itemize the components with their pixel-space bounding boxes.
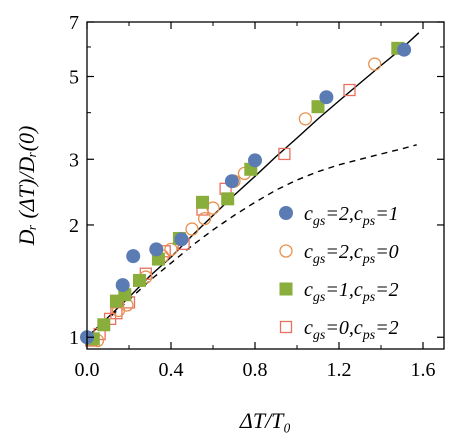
y-tick-label: 3 xyxy=(69,149,79,171)
data-point xyxy=(185,222,199,236)
plot-markers xyxy=(80,41,412,348)
y-tick-label: 1 xyxy=(69,327,79,349)
x-tick-label: 1.2 xyxy=(327,359,352,381)
x-tick-label: 0.4 xyxy=(159,359,184,381)
data-point xyxy=(196,195,209,209)
legend-marker xyxy=(279,320,293,334)
data-point xyxy=(133,273,146,287)
data-point xyxy=(248,153,262,168)
legend-marker xyxy=(279,244,293,258)
data-point xyxy=(298,112,313,126)
data-point xyxy=(149,242,164,257)
x-tick-label: 0.8 xyxy=(243,359,268,381)
legend-marker xyxy=(279,206,293,220)
y-tick-label: 7 xyxy=(69,12,79,34)
data-point xyxy=(311,100,325,114)
x-tick-label: 1.6 xyxy=(411,359,436,381)
data-point xyxy=(110,307,123,320)
data-point xyxy=(368,57,382,71)
data-point xyxy=(97,318,111,332)
y-tick-label: 5 xyxy=(69,67,79,89)
data-point xyxy=(174,232,189,247)
y-axis-title: Dᵣ (ΔT)/Dᵣ(0) xyxy=(14,126,39,247)
legend-marker xyxy=(279,282,293,296)
data-point xyxy=(343,83,356,97)
legend-label: cgs=2,cps=1 xyxy=(304,203,399,229)
legend-label: cgs=2,cps=0 xyxy=(304,241,399,267)
data-point xyxy=(397,42,412,57)
data-point xyxy=(164,242,178,257)
x-tick-label: 0.0 xyxy=(75,359,100,381)
data-point xyxy=(221,192,235,206)
x-axis-title: ΔT/T₀ xyxy=(239,408,291,433)
legend-label: cgs=1,cps=2 xyxy=(304,279,399,305)
axis-ticks: 0.0 0.4 0.8 1.2 1.6 1 2 3 5 7 xyxy=(69,12,444,381)
data-point xyxy=(319,90,334,105)
legend-label: cgs=0,cps=2 xyxy=(304,317,399,343)
data-point xyxy=(126,249,141,264)
data-point xyxy=(115,278,130,293)
data-point xyxy=(224,174,239,189)
legend: cgs=2,cps=1 cgs=2,cps=0 cgs=1,cps=2 cgs=0,c… xyxy=(279,203,399,343)
plot-frame xyxy=(86,21,445,350)
data-point xyxy=(278,147,291,161)
data-point xyxy=(197,211,212,226)
y-tick-label: 2 xyxy=(69,215,79,237)
